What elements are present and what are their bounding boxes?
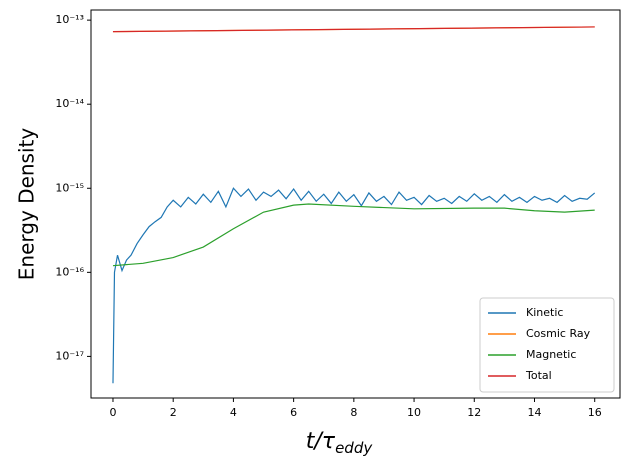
legend-label: Cosmic Ray — [526, 327, 591, 340]
x-tick-label: 16 — [588, 406, 602, 419]
x-axis-label-main: t/τ — [306, 429, 336, 454]
x-tick-label: 14 — [527, 406, 541, 419]
plot-frame — [90, 9, 621, 399]
x-tick-label: 4 — [230, 406, 237, 419]
y-tick-label: 10⁻¹³ — [55, 13, 84, 26]
y-tick-label: 10⁻¹⁴ — [55, 97, 84, 110]
x-tick-label: 10 — [407, 406, 421, 419]
y-axis-label: Energy Density — [15, 128, 39, 281]
x-tick-label: 2 — [170, 406, 177, 419]
legend-label: Kinetic — [526, 306, 563, 319]
x-axis-label: t/τeddy — [306, 429, 374, 457]
series-line — [112, 203, 595, 267]
x-tick-label: 12 — [467, 406, 481, 419]
y-tick-label: 10⁻¹⁶ — [55, 265, 84, 278]
legend-box — [479, 297, 615, 393]
series-line — [112, 26, 595, 33]
legend-label: Magnetic — [526, 348, 576, 361]
legend-label: Total — [525, 369, 552, 382]
x-tick-label: 6 — [290, 406, 297, 419]
x-tick-label: 0 — [109, 406, 116, 419]
series-line — [112, 187, 596, 384]
x-tick-label: 8 — [350, 406, 357, 419]
y-tick-label: 10⁻¹⁵ — [55, 181, 84, 194]
x-axis-label-subscript: eddy — [335, 439, 373, 457]
y-tick-label: 10⁻¹⁷ — [55, 349, 84, 362]
